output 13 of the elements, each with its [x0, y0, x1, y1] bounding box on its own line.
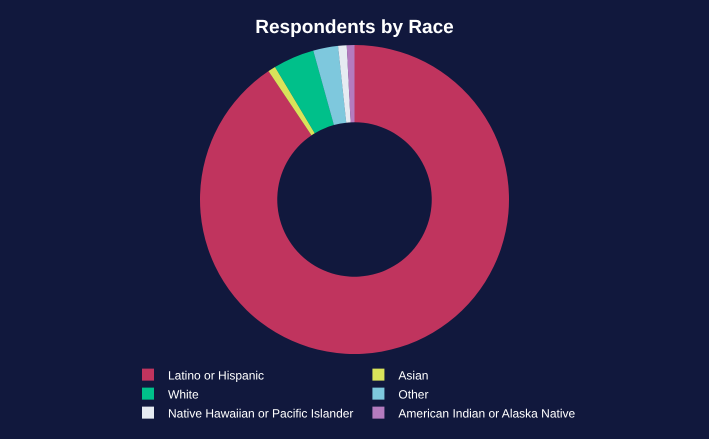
donut-slice: [346, 45, 354, 122]
legend-label: Native Hawaiian or Pacific Islander: [168, 406, 354, 420]
legend-label: Other: [398, 387, 428, 402]
donut-slice: [200, 45, 509, 354]
legend-label: Latino or Hispanic: [168, 368, 264, 382]
donut-slice: [275, 50, 334, 134]
legend-label: White: [168, 387, 199, 402]
donut-slice: [268, 67, 315, 136]
legend-label: Asian: [398, 368, 428, 382]
donut-slice: [313, 46, 346, 126]
legend-label: American Indian or Alaska Native: [398, 406, 576, 420]
donut-slice: [338, 45, 351, 123]
chart-title: Respondents by Race: [255, 17, 454, 38]
